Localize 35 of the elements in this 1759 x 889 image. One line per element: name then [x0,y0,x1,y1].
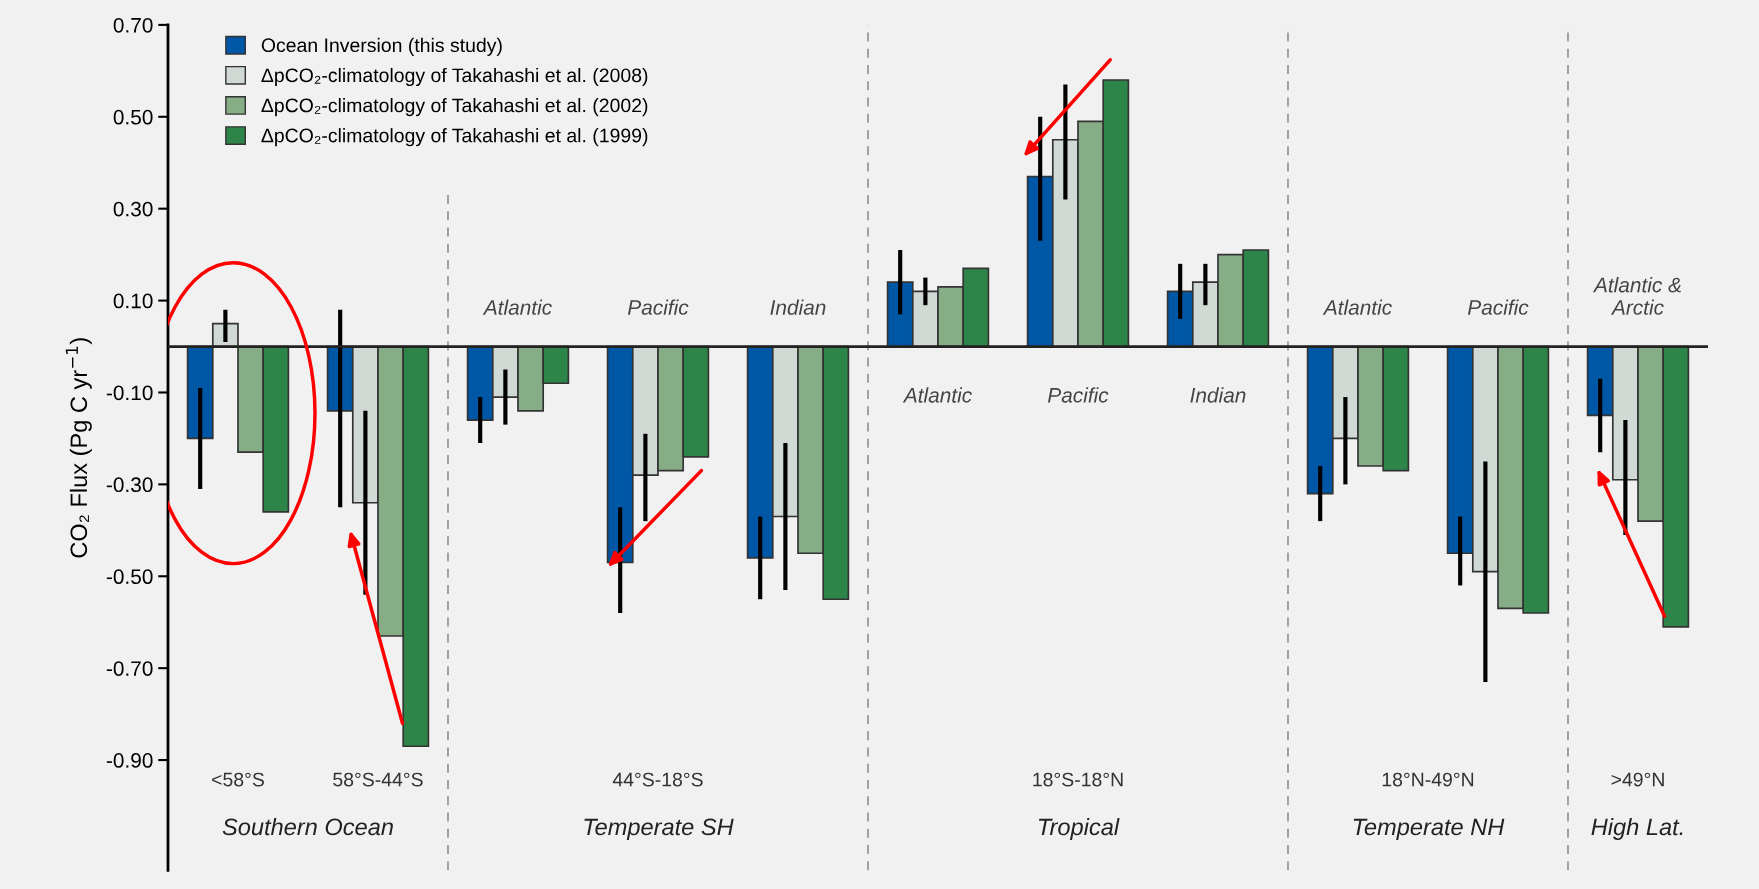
bar [186,345,214,440]
x-tick-label: Indian [1190,387,1246,403]
y-tick-label: 0.30 [113,201,153,217]
annotation: >49°N [1611,772,1664,787]
y-tick-label: -0.90 [106,753,153,768]
y-axis-title: CO₂ Flux (Pg C yr$^{−1}$) [65,338,92,558]
y-tick-label: 0.10 [113,293,153,309]
y-tick-label: -0.70 [106,661,153,676]
annotation: 18°N-49°N [1382,772,1474,787]
annotation: High Lat. [1591,817,1683,840]
y-tick-label: 0.70 [113,17,153,33]
x-tick-label: Indian [770,299,826,315]
annotation: 44°S-18°S [612,772,703,787]
x-tick-label: Pacific [627,299,689,315]
x-tick-label: <58°S [212,772,264,787]
y-tick-label: -0.30 [106,477,153,493]
annotation: Temperate NH [1353,818,1505,840]
y-tick-label: 0.50 [113,109,153,125]
x-tick-label: Pacific [1047,387,1109,403]
legend-label: ΔpCO₂-climatology of Takahashi et al. (1999) [261,128,648,147]
x-tick-label: Atlantic [482,299,552,315]
x-tick-label: Atlantic [1322,299,1392,315]
annotation: Southern Ocean [222,817,393,836]
y-tick-label: -0.10 [106,385,153,401]
x-tick-label: Atlantic [902,387,972,403]
annotation: Temperate SH [584,818,734,840]
x-tick-label: Atlantic & Arctic [1592,277,1681,315]
annotation: 18°S-18°N [1033,772,1123,787]
legend-label: ΔpCO₂-climatology of Takahashi et al. (2008) [261,67,648,87]
x-tick-label: 58°S-44°S [333,772,423,787]
legend-label: ΔpCO₂-climatology of Takahashi et al. (2002) [261,98,648,117]
y-tick-label: -0.50 [106,569,153,585]
x-tick-label: Pacific [1467,299,1529,315]
legend-label: Ocean Inversion (this study) [261,37,502,56]
annotation: Tropical [1038,817,1120,840]
